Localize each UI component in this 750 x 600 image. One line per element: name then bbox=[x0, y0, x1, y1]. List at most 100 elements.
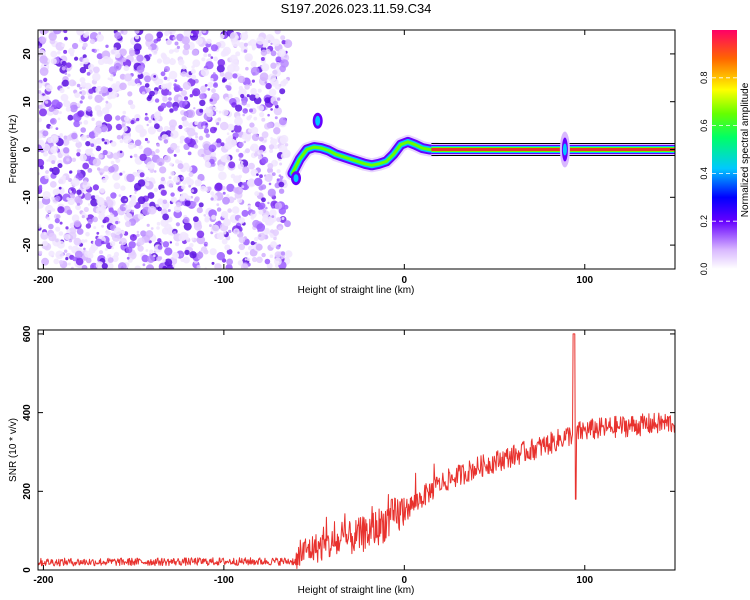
noise-speck bbox=[273, 144, 279, 150]
noise-speck bbox=[256, 256, 263, 264]
noise-speck bbox=[212, 72, 216, 75]
noise-speck bbox=[115, 123, 123, 131]
noise-speck bbox=[273, 236, 277, 241]
noise-speck bbox=[155, 148, 160, 154]
noise-speck bbox=[173, 231, 177, 235]
noise-speck bbox=[243, 42, 248, 47]
noise-speck bbox=[250, 60, 257, 68]
noise-speck bbox=[104, 113, 113, 123]
noise-speck bbox=[226, 248, 233, 255]
noise-speck bbox=[41, 257, 49, 266]
noise-speck bbox=[186, 109, 195, 118]
noise-speck bbox=[235, 148, 240, 153]
noise-speck bbox=[157, 238, 162, 243]
noise-speck bbox=[38, 132, 42, 137]
noise-speck bbox=[252, 47, 256, 51]
noise-speck bbox=[173, 94, 183, 103]
noise-speck bbox=[67, 86, 70, 89]
noise-speck bbox=[276, 178, 280, 182]
noise-speck bbox=[167, 209, 171, 212]
noise-speck bbox=[162, 241, 170, 248]
noise-speck bbox=[249, 122, 255, 128]
noise-speck bbox=[160, 218, 169, 227]
noise-speck bbox=[205, 61, 214, 70]
noise-speck bbox=[115, 115, 121, 121]
noise-speck bbox=[269, 149, 274, 153]
noise-speck bbox=[267, 188, 276, 197]
noise-speck bbox=[80, 90, 86, 96]
noise-speck bbox=[179, 135, 186, 142]
noise-speck bbox=[196, 265, 201, 269]
noise-speck bbox=[73, 120, 81, 128]
noise-speck bbox=[217, 220, 221, 224]
noise-speck bbox=[186, 178, 194, 186]
noise-speck bbox=[170, 196, 177, 203]
noise-speck bbox=[42, 240, 48, 247]
noise-speck bbox=[101, 92, 107, 97]
noise-speck bbox=[224, 97, 230, 102]
noise-speck bbox=[174, 41, 179, 46]
noise-speck bbox=[79, 77, 86, 83]
noise-speck bbox=[134, 35, 140, 40]
noise-speck bbox=[86, 106, 92, 112]
noise-speck bbox=[231, 206, 240, 214]
noise-speck bbox=[148, 240, 152, 244]
noise-speck bbox=[44, 100, 49, 104]
noise-speck bbox=[144, 33, 154, 42]
noise-speck bbox=[51, 166, 60, 176]
noise-speck bbox=[112, 172, 121, 181]
noise-speck bbox=[240, 93, 245, 99]
noise-speck bbox=[136, 54, 144, 62]
noise-speck bbox=[161, 87, 170, 96]
noise-speck bbox=[279, 134, 289, 144]
noise-speck bbox=[92, 158, 102, 167]
noise-speck bbox=[117, 221, 121, 224]
noise-speck bbox=[162, 259, 166, 263]
noise-speck bbox=[87, 94, 93, 100]
ridge-blob-core bbox=[293, 174, 299, 183]
noise-speck bbox=[260, 49, 268, 56]
noise-speck bbox=[38, 94, 44, 100]
noise-speck bbox=[220, 142, 225, 147]
noise-speck bbox=[102, 56, 111, 64]
spectrogram-ridge bbox=[285, 112, 675, 186]
noise-speck bbox=[233, 187, 239, 194]
noise-speck bbox=[94, 94, 103, 104]
noise-speck bbox=[176, 45, 180, 50]
noise-speck bbox=[191, 189, 195, 193]
noise-speck bbox=[170, 171, 175, 176]
noise-speck bbox=[119, 48, 127, 57]
noise-speck bbox=[224, 71, 233, 80]
noise-speck bbox=[219, 33, 225, 39]
noise-speck bbox=[223, 220, 231, 227]
noise-speck bbox=[278, 188, 285, 194]
noise-speck bbox=[146, 223, 150, 227]
noise-speck bbox=[122, 135, 132, 144]
noise-speck bbox=[264, 174, 273, 182]
noise-speck bbox=[57, 117, 61, 121]
noise-speck bbox=[278, 174, 282, 177]
noise-speck bbox=[138, 145, 143, 150]
noise-speck bbox=[61, 66, 66, 71]
noise-speck bbox=[246, 56, 251, 62]
noise-speck bbox=[191, 201, 197, 207]
noise-speck bbox=[238, 85, 244, 91]
noise-speck bbox=[57, 206, 65, 214]
snr-x-tick-label: -200 bbox=[33, 575, 53, 586]
noise-speck bbox=[42, 191, 51, 200]
noise-speck bbox=[233, 197, 237, 200]
noise-speck bbox=[43, 77, 48, 82]
noise-speck bbox=[246, 103, 251, 108]
noise-speck bbox=[110, 192, 117, 199]
noise-speck bbox=[99, 187, 105, 194]
noise-speck bbox=[96, 53, 103, 60]
noise-speck bbox=[134, 139, 142, 147]
noise-speck bbox=[169, 31, 173, 35]
noise-speck bbox=[56, 240, 65, 249]
noise-speck bbox=[50, 50, 58, 58]
noise-speck bbox=[129, 234, 137, 241]
noise-speck bbox=[122, 170, 126, 174]
noise-speck bbox=[121, 230, 125, 235]
noise-speck bbox=[159, 166, 167, 174]
noise-speck bbox=[110, 160, 115, 165]
